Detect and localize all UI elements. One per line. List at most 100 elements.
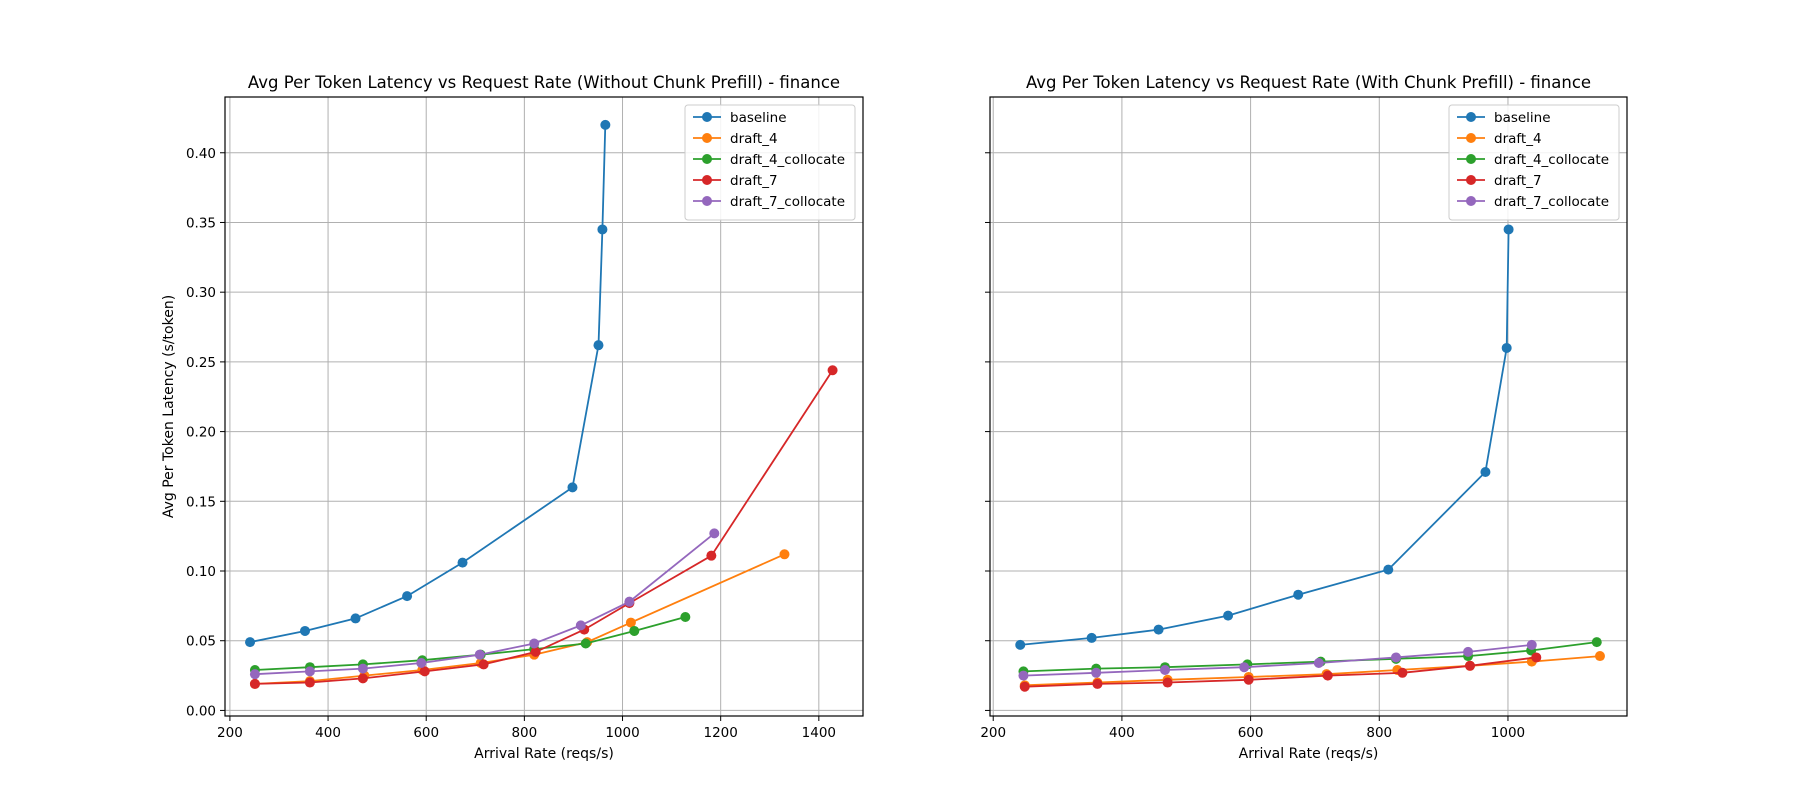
legend-label: draft_4_collocate: [730, 152, 845, 168]
series-draft_4_collocate: [1018, 637, 1602, 677]
plot-frame: [224, 96, 864, 717]
legend-swatch-marker: [1466, 112, 1476, 122]
chart-panel-1: 200 400 600 800 1000 1200 1400 0.00 0.05 0.10 0.15…: [161, 73, 864, 762]
x-tick-label: 1000: [1491, 725, 1525, 741]
data-point: [1239, 662, 1250, 673]
legend-swatch-marker: [1466, 196, 1476, 206]
data-point: [1162, 677, 1173, 688]
data-point: [357, 673, 368, 684]
data-point: [779, 549, 790, 560]
legend-label: draft_4: [730, 131, 778, 147]
legend-label: baseline: [730, 110, 787, 126]
data-point: [249, 669, 260, 680]
data-point: [350, 613, 361, 624]
series-line: [254, 616, 686, 671]
data-point: [597, 224, 608, 235]
chart-title: Avg Per Token Latency vs Request Rate (W…: [1026, 73, 1591, 92]
y-tick-label: 0.35: [186, 215, 216, 231]
data-point: [624, 596, 635, 607]
x-tick-label: 1400: [802, 725, 836, 741]
x-tick-label: 400: [1109, 725, 1135, 741]
y-tick-label: 0.15: [186, 494, 216, 510]
series-draft_7: [1019, 652, 1542, 692]
y-tick-label: 0.00: [186, 703, 216, 719]
data-point: [680, 612, 691, 623]
legend-swatch-marker: [702, 133, 712, 143]
x-tick-label: 400: [315, 725, 341, 741]
x-tick-label: 1200: [703, 725, 737, 741]
chart-title: Avg Per Token Latency vs Request Rate (W…: [248, 73, 840, 92]
data-point: [357, 663, 368, 674]
series-baseline: [1015, 224, 1514, 650]
y-tick-label: 0.30: [186, 285, 216, 301]
series-line: [254, 553, 785, 685]
data-point: [827, 365, 838, 376]
data-point: [1503, 224, 1514, 235]
x-tick-label: 200: [980, 725, 1006, 741]
data-point: [416, 658, 427, 669]
data-point: [1501, 342, 1512, 353]
data-point: [304, 666, 315, 677]
data-point: [629, 625, 640, 636]
data-point: [1018, 670, 1029, 681]
series-line: [249, 124, 607, 643]
x-tick-label: 600: [413, 725, 439, 741]
y-axis-label: Avg Per Token Latency (s/token): [161, 295, 177, 518]
data-point: [1594, 651, 1605, 662]
data-point: [1015, 639, 1026, 650]
data-point: [530, 646, 541, 657]
legend-box: [1448, 104, 1620, 221]
legend-swatch-marker: [702, 175, 712, 185]
x-tick-label: 800: [511, 725, 537, 741]
series-draft_7_collocate: [1018, 639, 1537, 681]
data-point: [1091, 667, 1102, 678]
legend-label: draft_4_collocate: [1494, 152, 1609, 168]
data-point: [1322, 670, 1333, 681]
data-point: [600, 119, 611, 130]
data-point: [1293, 589, 1304, 600]
series-line: [1023, 644, 1532, 677]
x-tick-label: 800: [1366, 725, 1392, 741]
legend: baseline draft_4 draft_4_collocate draft_7d…: [1448, 104, 1620, 221]
data-point: [478, 659, 489, 670]
data-point: [1086, 632, 1097, 643]
data-point: [1591, 637, 1602, 648]
data-point: [709, 528, 720, 539]
data-point: [580, 638, 591, 649]
legend-label: draft_7_collocate: [730, 194, 845, 210]
legend-box: [684, 104, 856, 221]
data-point: [245, 637, 256, 648]
legend-swatch-marker: [702, 112, 712, 122]
plot-frame: [989, 96, 1628, 717]
data-point: [1160, 664, 1171, 675]
x-axis-label: Arrival Rate (reqs/s): [474, 746, 614, 762]
data-point: [1531, 652, 1542, 663]
legend-swatch-marker: [1466, 133, 1476, 143]
data-point: [1223, 610, 1234, 621]
x-tick-label: 200: [217, 725, 243, 741]
data-point: [625, 617, 636, 628]
data-point: [529, 638, 540, 649]
data-point: [1526, 639, 1537, 650]
data-point: [593, 340, 604, 351]
data-point: [1313, 658, 1324, 669]
y-tick-label: 0.40: [186, 146, 216, 162]
y-tick-label: 0.05: [186, 634, 216, 650]
series-draft_4: [249, 549, 790, 689]
data-point: [1153, 624, 1164, 635]
data-point: [1480, 467, 1491, 478]
legend-label: draft_4: [1494, 131, 1542, 147]
data-point: [567, 482, 578, 493]
series-draft_7_collocate: [249, 528, 720, 680]
data-point: [1092, 678, 1103, 689]
legend-swatch-marker: [1466, 154, 1476, 164]
data-point: [474, 649, 485, 660]
data-point: [1019, 681, 1030, 692]
x-axis-label: Arrival Rate (reqs/s): [1239, 746, 1379, 762]
data-point: [457, 557, 468, 568]
data-point: [1391, 652, 1402, 663]
series-line: [254, 532, 715, 676]
legend-label: draft_7: [730, 173, 778, 189]
legend-label: draft_7_collocate: [1494, 194, 1609, 210]
